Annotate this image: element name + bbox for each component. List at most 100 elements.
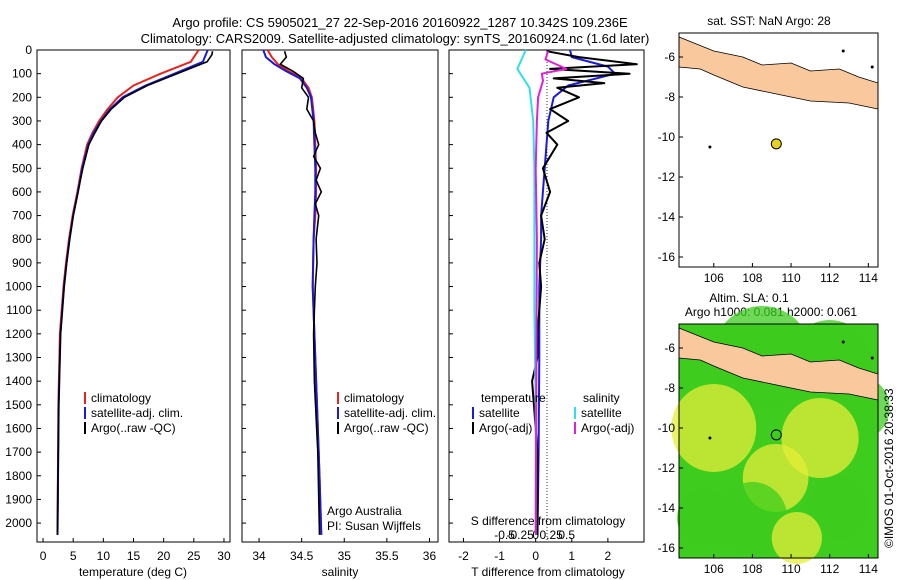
header-line2: Climatology: CARS2009. Satellite-adjuste… xyxy=(141,31,650,46)
island xyxy=(870,356,874,360)
x-tick-label: 25 xyxy=(187,549,201,563)
x-tick-label: 20 xyxy=(157,549,171,563)
difference-lines xyxy=(516,49,638,535)
sla-blob xyxy=(677,490,732,546)
depth-tick-label: 600 xyxy=(12,185,32,199)
x-tick-label: 30 xyxy=(217,549,231,563)
sla-title-line1: Altim. SLA: 0.1 xyxy=(709,291,789,305)
temperature-legend: climatology satellite-adj. clim. Argo(..… xyxy=(84,391,183,435)
salinity-x-axis: 34 34.5 35 35.5 36 xyxy=(252,538,436,563)
salinity-xlabel: salinity xyxy=(322,565,359,579)
legend-t-sat: satellite xyxy=(479,406,520,420)
lat-tick-label: -12 xyxy=(658,170,676,184)
lon-tick-label: 108 xyxy=(742,271,762,285)
temp-legend-argo: Argo(..raw -QC) xyxy=(91,421,176,435)
lon-tick-label: 110 xyxy=(781,562,800,576)
legend-salinity-header: salinity xyxy=(583,391,620,405)
temperature-panel: 0 100 200 300 400 500 600 700 800 900 1000 1100 1200… xyxy=(5,43,453,579)
depth-tick-label: 200 xyxy=(12,90,32,104)
depth-tick-label: 1300 xyxy=(5,351,32,365)
temp-legend-clim: climatology xyxy=(91,391,151,405)
legend-temperature-header: temperature xyxy=(481,391,546,405)
depth-tick-label: 300 xyxy=(12,114,32,128)
diff-line-3 xyxy=(534,50,568,535)
lat-tick-label: -16 xyxy=(658,250,676,264)
depth-tick-label: 500 xyxy=(12,161,32,175)
island xyxy=(841,49,845,53)
salinity-panel: 34 34.5 35 35.5 36 salinity climatology sate… xyxy=(241,49,439,579)
s-difference-label: S difference from climatology xyxy=(471,514,626,528)
series-line-satellite-adj-clim- xyxy=(56,49,209,535)
depth-tick-label: 1700 xyxy=(5,445,32,459)
depth-tick-label: 1600 xyxy=(5,421,32,435)
lon-tick-label: 112 xyxy=(820,271,839,285)
x-tick-label: 5 xyxy=(70,549,77,563)
lon-tick-label: 106 xyxy=(704,562,724,576)
island xyxy=(708,145,712,149)
temperature-lines xyxy=(56,49,214,535)
s-tick-label: -0.5 xyxy=(494,528,515,542)
lat-tick-label: -12 xyxy=(658,461,676,475)
argo-float-marker xyxy=(770,429,782,441)
x-tick-label: 2 xyxy=(605,549,612,563)
lat-tick-label: -6 xyxy=(664,341,675,355)
x-tick-label: 34 xyxy=(252,549,266,563)
s-tick-label: 0.5 xyxy=(558,528,575,542)
legend-s-sat: satellite xyxy=(581,406,622,420)
x-tick-label: 15 xyxy=(127,549,141,563)
depth-tick-label: 900 xyxy=(12,256,32,270)
depth-tick-label: 1000 xyxy=(5,280,32,294)
depth-tick-label: 100 xyxy=(12,67,32,81)
lat-tick-label: -16 xyxy=(658,541,676,555)
depth-tick-label: 1400 xyxy=(5,374,32,388)
temp-legend-sat: satellite-adj. clim. xyxy=(91,406,183,420)
depth-tick-label: 2000 xyxy=(5,516,32,530)
depth-tick-label: 1200 xyxy=(5,327,32,341)
difference-x-axis: -2 -1 0 1 2-0.5-0.250 0.250.5 xyxy=(458,528,611,563)
sla-blob xyxy=(771,512,822,564)
lon-tick-label: 106 xyxy=(704,271,724,285)
temperature-axes-frame xyxy=(36,49,231,543)
diff-line-1 xyxy=(531,50,638,535)
x-tick-label: 10 xyxy=(97,549,111,563)
diff-line-2 xyxy=(516,49,537,535)
map-frame xyxy=(678,323,879,559)
s-tick-label: 0 xyxy=(532,528,539,542)
salinity-lines xyxy=(262,49,323,535)
x-tick-label: 35.5 xyxy=(375,549,399,563)
credit-pi: PI: Susan Wijffels xyxy=(327,519,421,533)
sst-map-panel: sat. SST: NaN Argo: 28 106 108 110 112 114 -6… xyxy=(658,14,879,285)
legend-s-argo: Argo(-adj) xyxy=(581,421,634,435)
legend-t-argo: Argo(-adj) xyxy=(479,421,532,435)
credit-argo-australia: Argo Australia xyxy=(327,504,402,518)
depth-tick-label: 1800 xyxy=(5,469,32,483)
lon-tick-label: 114 xyxy=(859,271,878,285)
depth-tick-label: 400 xyxy=(12,138,32,152)
diff-line-0 xyxy=(536,49,617,535)
header-line1: Argo profile: CS 5905021_27 22-Sep-2016 … xyxy=(172,15,628,30)
depth-tick-label: 1100 xyxy=(6,303,32,317)
island xyxy=(870,65,874,69)
sla-map-body: 106 108 110 112 114 -6 -8 -10 -12 -14 -16 xyxy=(658,306,890,576)
island xyxy=(841,340,845,344)
s-tick-label: -0.25 xyxy=(506,528,534,542)
depth-tick-label: 800 xyxy=(12,232,32,246)
lat-tick-label: -6 xyxy=(664,50,675,64)
x-tick-label: 0 xyxy=(40,549,47,563)
sla-blob xyxy=(671,384,757,472)
depth-tick-label: 1900 xyxy=(5,492,32,506)
t-difference-label: T difference from climatology xyxy=(471,565,625,579)
x-tick-label: 1 xyxy=(568,549,575,563)
lat-tick-label: -10 xyxy=(658,130,676,144)
lat-tick-label: -14 xyxy=(658,501,676,515)
depth-tick-label: 700 xyxy=(12,209,32,223)
sla-blob xyxy=(808,476,871,540)
island xyxy=(708,436,712,440)
lat-tick-label: -8 xyxy=(664,381,675,395)
lon-tick-label: 112 xyxy=(820,562,839,576)
series-line-argo-raw-qc- xyxy=(56,51,214,535)
x-tick-label: 0 xyxy=(532,549,539,563)
salinity-axes-frame xyxy=(241,49,439,543)
imos-credit: ©IMOS 01-Oct-2016 20:38:33 xyxy=(882,388,896,548)
